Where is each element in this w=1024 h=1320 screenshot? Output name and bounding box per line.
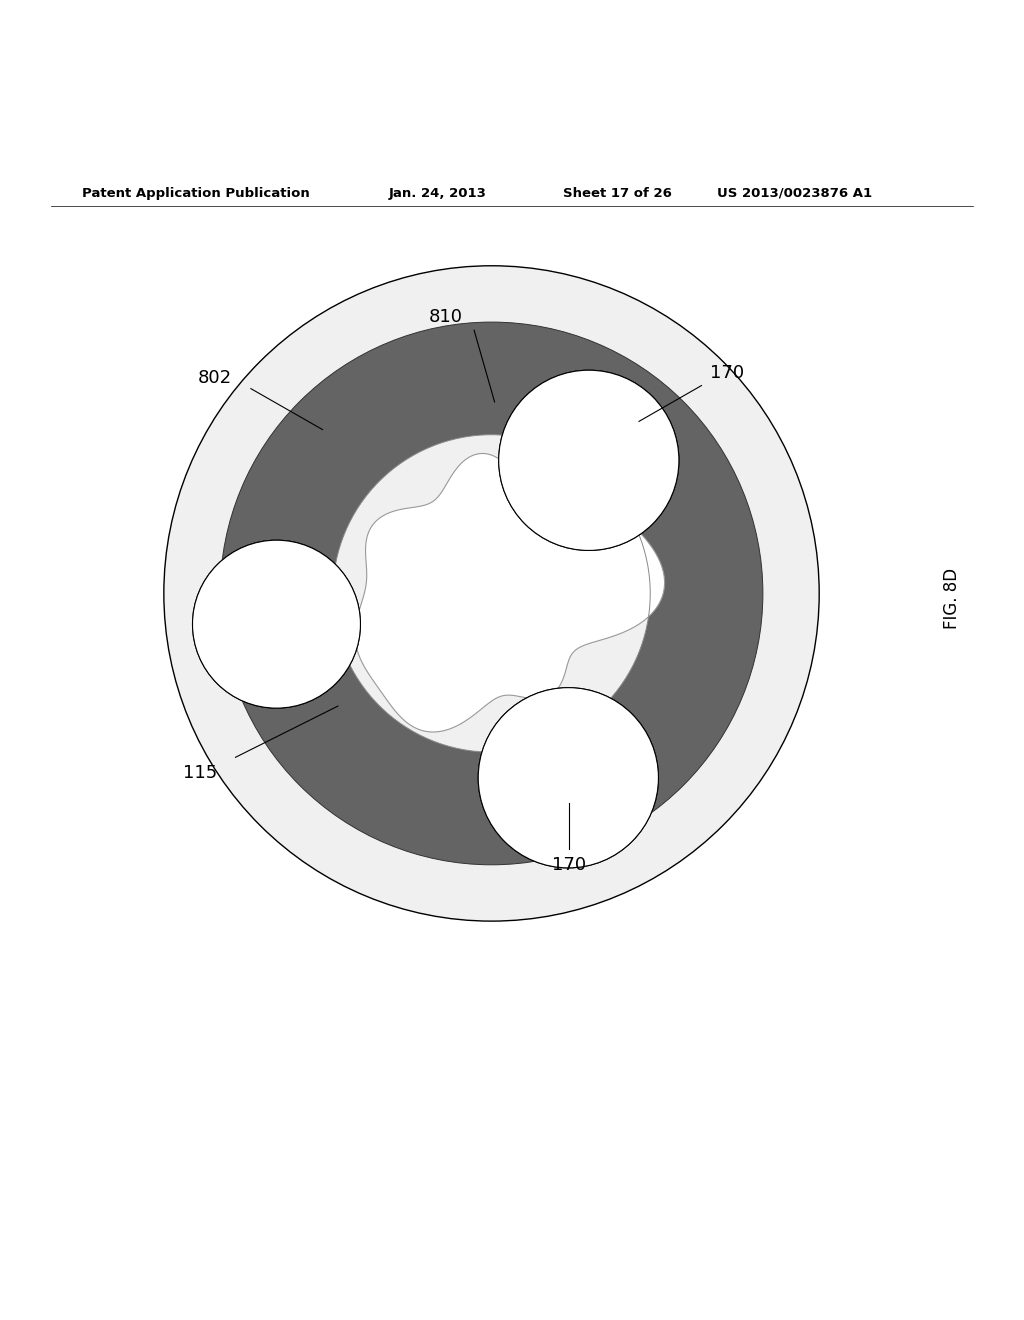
Text: FIG. 8D: FIG. 8D (943, 568, 962, 630)
Polygon shape (355, 454, 665, 733)
Circle shape (164, 265, 819, 921)
Text: 170: 170 (552, 855, 587, 874)
Text: Jan. 24, 2013: Jan. 24, 2013 (389, 186, 487, 199)
Text: 802: 802 (198, 370, 232, 387)
Text: 170: 170 (710, 364, 744, 383)
Circle shape (478, 688, 658, 867)
Text: Patent Application Publication: Patent Application Publication (82, 186, 309, 199)
Polygon shape (220, 322, 763, 865)
Circle shape (193, 540, 360, 708)
Text: 810: 810 (428, 308, 463, 326)
Text: US 2013/0023876 A1: US 2013/0023876 A1 (717, 186, 871, 199)
Circle shape (499, 370, 679, 550)
Circle shape (478, 688, 658, 867)
Text: 115: 115 (182, 764, 217, 781)
Circle shape (193, 540, 360, 708)
Text: Sheet 17 of 26: Sheet 17 of 26 (563, 186, 672, 199)
Circle shape (499, 370, 679, 550)
